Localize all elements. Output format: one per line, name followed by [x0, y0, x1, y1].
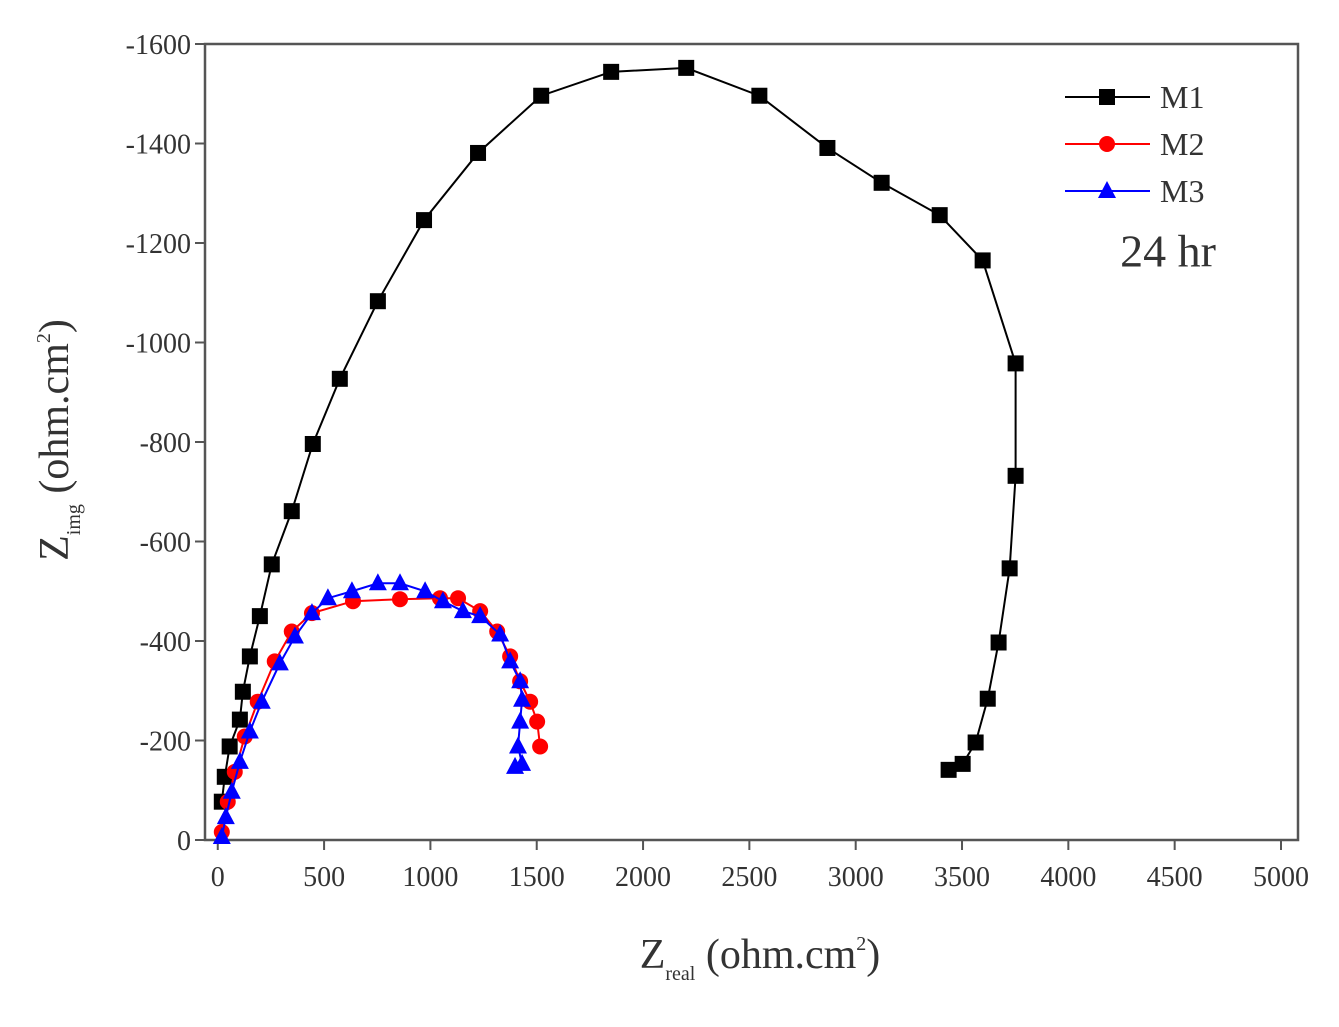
marker: [221, 738, 238, 755]
marker: [491, 624, 510, 642]
y-tick-label: -1000: [126, 329, 191, 360]
x-label-close: ): [866, 932, 880, 978]
marker: [1007, 355, 1024, 372]
x-tick-label: 2500: [721, 862, 777, 893]
marker: [251, 608, 268, 625]
marker: [967, 734, 984, 751]
marker: [513, 689, 532, 707]
marker: [471, 606, 490, 624]
x-label-main: Z: [640, 932, 666, 978]
x-tick-label: 1500: [509, 862, 565, 893]
marker: [511, 671, 530, 689]
marker: [470, 144, 487, 161]
marker: [302, 603, 321, 621]
y-label-sub: img: [63, 504, 85, 535]
legend-label: M1: [1160, 79, 1204, 115]
marker: [1007, 467, 1024, 484]
marker: [342, 581, 361, 599]
y-label-main: Z: [32, 535, 78, 561]
legend-label: M2: [1160, 126, 1204, 162]
marker: [819, 139, 836, 156]
legend-marker: [1099, 136, 1115, 152]
marker: [678, 59, 695, 76]
y-label-unit: (ohm.cm: [32, 343, 78, 504]
marker: [368, 573, 387, 591]
marker: [450, 590, 467, 607]
marker: [974, 252, 991, 269]
y-tick-label: -600: [140, 528, 191, 559]
x-tick-label: 4000: [1040, 862, 1096, 893]
marker: [751, 87, 768, 104]
x-label-sup: 2: [856, 933, 866, 955]
x-tick-label: 3500: [934, 862, 990, 893]
marker: [390, 573, 409, 591]
marker: [529, 713, 546, 730]
marker: [506, 756, 525, 774]
marker: [511, 711, 530, 729]
marker: [263, 556, 280, 573]
marker: [979, 690, 996, 707]
marker: [954, 755, 971, 772]
x-label-sub: real: [665, 963, 695, 985]
marker: [318, 588, 337, 606]
marker: [453, 601, 472, 619]
marker: [252, 691, 271, 709]
marker: [234, 683, 251, 700]
marker: [240, 721, 259, 739]
marker: [270, 653, 289, 671]
x-tick-label: 4500: [1147, 862, 1203, 893]
annotation: 24 hr: [1120, 226, 1216, 277]
marker: [212, 827, 231, 845]
marker: [369, 293, 386, 310]
y-axis-label: Zimg (ohm.cm2): [32, 319, 85, 561]
marker: [241, 648, 258, 665]
marker: [416, 581, 435, 599]
marker: [230, 751, 249, 769]
marker: [216, 807, 235, 825]
x-tick-label: 0: [211, 862, 225, 893]
legend-marker: [1099, 89, 1115, 105]
x-axis-label: Zreal (ohm.cm2): [640, 932, 881, 985]
x-tick-label: 5000: [1253, 862, 1309, 893]
marker: [533, 87, 550, 104]
marker: [990, 634, 1007, 651]
marker: [1001, 560, 1018, 577]
marker: [231, 711, 248, 728]
y-tick-label: -1600: [126, 30, 191, 61]
y-tick-label: -800: [140, 428, 191, 459]
marker: [940, 761, 957, 778]
y-tick-label: 0: [177, 826, 191, 857]
marker: [931, 207, 948, 224]
marker: [532, 738, 549, 755]
x-tick-label: 1000: [402, 862, 458, 893]
marker: [501, 651, 520, 669]
series-line: [220, 66, 1017, 802]
marker: [285, 626, 304, 644]
legend-marker: [1098, 181, 1116, 198]
marker: [509, 736, 528, 754]
x-tick-label: 3000: [828, 862, 884, 893]
marker: [873, 174, 890, 191]
marker: [283, 503, 300, 520]
legend-label: M3: [1160, 173, 1204, 209]
marker: [416, 212, 433, 229]
x-tick-label: 500: [303, 862, 345, 893]
x-label-unit: (ohm.cm: [695, 932, 856, 978]
y-tick-label: -1200: [126, 229, 191, 260]
y-label-close: ): [32, 319, 78, 333]
marker: [331, 370, 348, 387]
y-tick-label: -200: [140, 727, 191, 758]
marker: [304, 435, 321, 452]
marker: [222, 781, 241, 799]
marker: [433, 591, 452, 609]
y-tick-label: -1400: [126, 130, 191, 161]
plot-frame: [203, 42, 1300, 842]
y-tick-label: -400: [140, 627, 191, 658]
y-label-sup: 2: [33, 333, 55, 343]
marker: [603, 63, 620, 80]
x-tick-label: 2000: [615, 862, 671, 893]
marker: [391, 591, 408, 608]
